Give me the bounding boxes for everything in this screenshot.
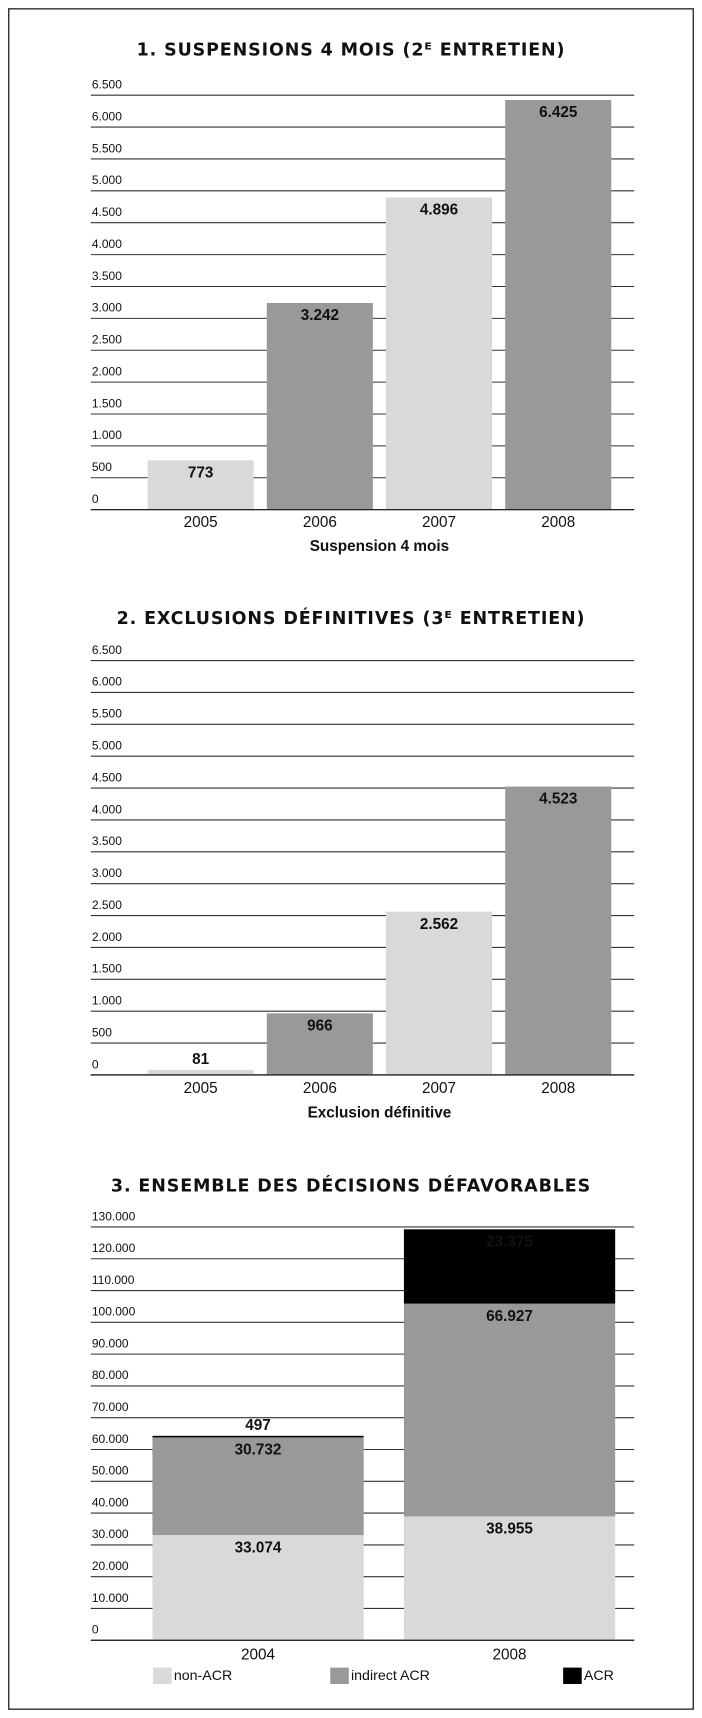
value-label: 38.955 [486,1521,533,1538]
y-tick-label: 6.500 [92,643,122,657]
y-tick-label: 1.000 [92,994,122,1008]
y-tick-label: 5.000 [92,739,122,753]
x-tick-label: 2005 [184,1080,218,1097]
y-tick-label: 1.500 [92,962,122,976]
y-tick-label: 50.000 [92,1464,129,1478]
bar-segment [403,1516,616,1641]
y-tick-label: 2.000 [92,364,122,378]
legend-label: indirect ACR [351,1668,430,1684]
y-tick-label: 6.000 [92,675,122,689]
x-axis-title: Suspension 4 mois [310,538,449,555]
value-label: 3.242 [301,307,339,324]
y-tick-label: 3.000 [92,301,122,315]
chart-title: 1. SUSPENSIONS 4 MOIS (2ᴱ ENTRETIEN) [137,40,566,60]
value-label: 66.927 [486,1308,533,1325]
bar [385,197,493,510]
legend-swatch [153,1667,172,1685]
y-tick-label: 5.500 [92,707,122,721]
bar-segment [152,1437,364,1536]
y-tick-label: 60.000 [92,1432,129,1446]
value-label: 23.375 [486,1233,533,1250]
y-tick-label: 3.500 [92,834,122,848]
legend-label: non-ACR [174,1668,232,1684]
y-tick-label: 0 [92,1623,99,1637]
y-tick-label: 4.500 [92,205,122,219]
value-label: 966 [307,1018,333,1035]
y-tick-label: 120.000 [92,1241,136,1255]
y-tick-label: 3.500 [92,269,122,283]
bar-segment [403,1303,616,1517]
y-tick-label: 1.000 [92,428,122,442]
y-tick-label: 130.000 [92,1209,136,1223]
y-tick-label: 2.000 [92,930,122,944]
bar [147,460,254,510]
y-tick-label: 5.000 [92,173,122,187]
y-tick-label: 4.000 [92,802,122,816]
bar [266,302,373,510]
x-tick-label: 2008 [541,1080,575,1097]
value-label: 4.523 [539,791,577,808]
x-tick-label: 2005 [184,514,218,531]
value-label: 2.562 [420,916,458,933]
x-tick-label: 2008 [493,1647,527,1664]
value-label: 30.732 [235,1442,282,1459]
bar [147,1069,254,1075]
y-tick-label: 1.500 [92,396,122,410]
y-tick-label: 0 [92,1057,99,1071]
bar [505,786,612,1075]
y-tick-label: 70.000 [92,1400,129,1414]
bar [266,1013,373,1075]
bar [505,100,612,510]
value-label: 497 [245,1417,271,1434]
y-tick-label: 2.500 [92,333,122,347]
value-label: 773 [188,465,214,482]
y-tick-label: 0 [92,492,99,506]
bar [385,911,493,1075]
x-tick-label: 2008 [541,514,575,531]
x-tick-label: 2006 [303,1080,337,1097]
chart-title: 2. EXCLUSIONS DÉFINITIVES (3ᴱ ENTRETIEN) [117,607,586,629]
legend-swatch [330,1667,349,1685]
y-tick-label: 6.000 [92,109,122,123]
y-tick-label: 110.000 [92,1273,135,1287]
legend-swatch [563,1667,582,1685]
y-tick-label: 90.000 [92,1336,129,1350]
y-tick-label: 6.500 [92,78,122,92]
frame [8,8,694,1710]
y-tick-label: 4.000 [92,237,122,251]
y-tick-label: 80.000 [92,1368,129,1382]
value-label: 6.425 [539,104,578,121]
value-label: 4.896 [420,202,458,219]
y-tick-label: 4.500 [92,770,122,784]
y-tick-label: 40.000 [92,1495,129,1509]
legend-label: ACR [584,1668,614,1684]
bar-segment [152,1535,364,1641]
y-tick-label: 5.500 [92,141,122,155]
x-tick-label: 2006 [303,514,337,531]
y-tick-label: 100.000 [92,1305,136,1319]
value-label: 81 [192,1051,210,1068]
y-tick-label: 30.000 [92,1527,129,1541]
x-tick-label: 2004 [241,1647,276,1664]
bar-segment [152,1435,364,1438]
y-tick-label: 10.000 [92,1591,129,1605]
y-tick-label: 500 [92,460,112,474]
value-label: 33.074 [235,1539,282,1556]
y-tick-label: 2.500 [92,898,122,912]
x-tick-label: 2007 [422,1080,456,1097]
y-tick-label: 3.000 [92,866,122,880]
bar-segment [403,1229,616,1304]
x-axis-title: Exclusion définitive [308,1104,452,1121]
y-tick-label: 500 [92,1025,112,1039]
y-tick-label: 20.000 [92,1559,129,1573]
chart-title: 3. ENSEMBLE DES DÉCISIONS DÉFAVORABLES [111,1174,591,1196]
x-tick-label: 2007 [422,514,456,531]
